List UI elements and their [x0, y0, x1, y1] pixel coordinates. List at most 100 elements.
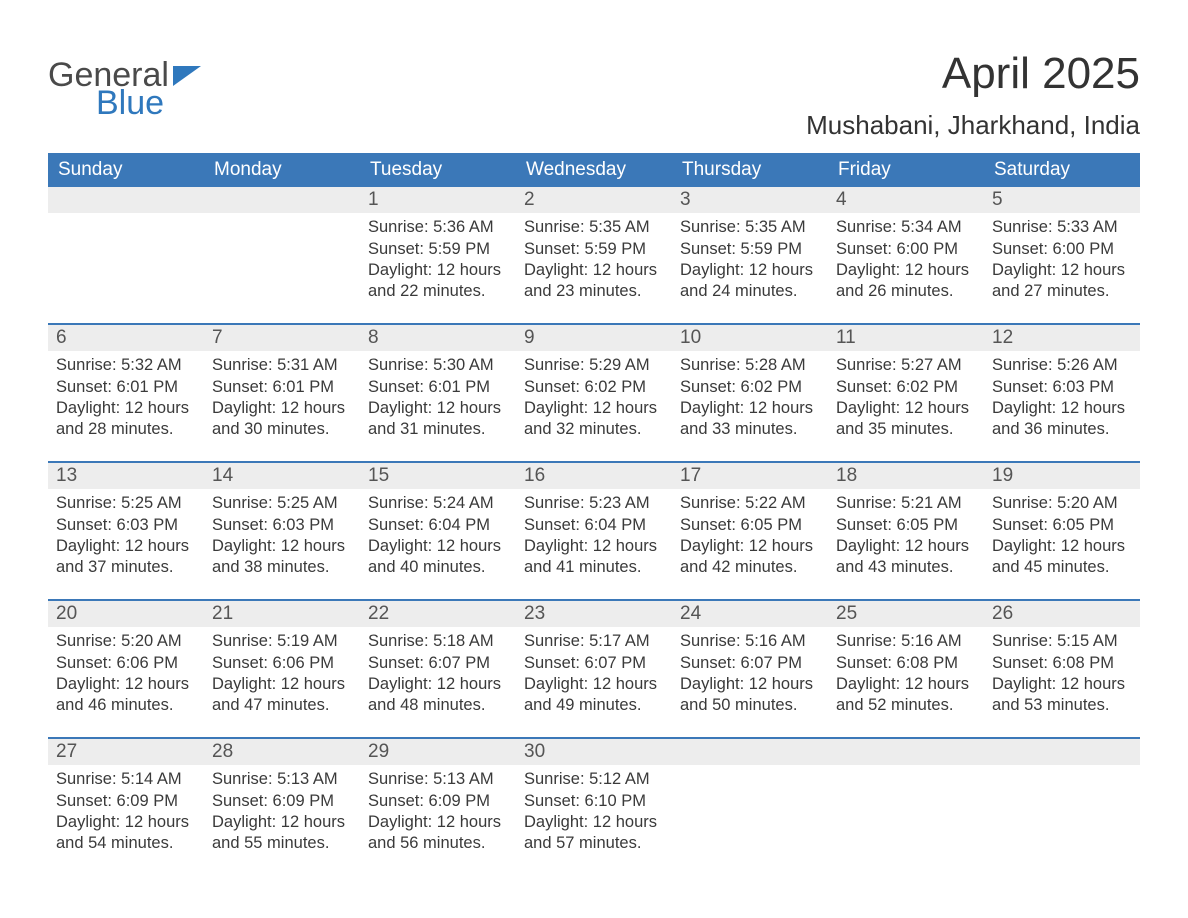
day-number: 2 [516, 187, 672, 213]
calendar-day-cell: 8Sunrise: 5:30 AMSunset: 6:01 PMDaylight… [360, 324, 516, 462]
day-body: Sunrise: 5:21 AMSunset: 6:05 PMDaylight:… [828, 489, 984, 599]
day-number: 15 [360, 463, 516, 489]
sunset-text: Sunset: 6:08 PM [992, 653, 1132, 674]
day-body: Sunrise: 5:17 AMSunset: 6:07 PMDaylight:… [516, 627, 672, 737]
daylight-text: Daylight: 12 hours and 28 minutes. [56, 398, 196, 440]
sunset-text: Sunset: 6:03 PM [212, 515, 352, 536]
day-body: Sunrise: 5:14 AMSunset: 6:09 PMDaylight:… [48, 765, 204, 875]
calendar-day-cell: 6Sunrise: 5:32 AMSunset: 6:01 PMDaylight… [48, 324, 204, 462]
sunrise-text: Sunrise: 5:12 AM [524, 769, 664, 790]
sunset-text: Sunset: 6:09 PM [56, 791, 196, 812]
calendar-day-cell: 1Sunrise: 5:36 AMSunset: 5:59 PMDaylight… [360, 187, 516, 324]
day-body: Sunrise: 5:13 AMSunset: 6:09 PMDaylight:… [204, 765, 360, 875]
sunrise-text: Sunrise: 5:22 AM [680, 493, 820, 514]
day-body: Sunrise: 5:32 AMSunset: 6:01 PMDaylight:… [48, 351, 204, 461]
day-body: Sunrise: 5:24 AMSunset: 6:04 PMDaylight:… [360, 489, 516, 599]
sunset-text: Sunset: 6:04 PM [524, 515, 664, 536]
calendar-day-cell: 12Sunrise: 5:26 AMSunset: 6:03 PMDayligh… [984, 324, 1140, 462]
day-number: 19 [984, 463, 1140, 489]
sunset-text: Sunset: 6:07 PM [680, 653, 820, 674]
day-number: 23 [516, 601, 672, 627]
day-body: Sunrise: 5:16 AMSunset: 6:08 PMDaylight:… [828, 627, 984, 737]
daylight-text: Daylight: 12 hours and 50 minutes. [680, 674, 820, 716]
calendar-day-cell: 25Sunrise: 5:16 AMSunset: 6:08 PMDayligh… [828, 600, 984, 738]
sunset-text: Sunset: 6:00 PM [836, 239, 976, 260]
location: Mushabani, Jharkhand, India [806, 110, 1140, 141]
day-body: Sunrise: 5:26 AMSunset: 6:03 PMDaylight:… [984, 351, 1140, 461]
sunrise-text: Sunrise: 5:34 AM [836, 217, 976, 238]
calendar-day-cell: 17Sunrise: 5:22 AMSunset: 6:05 PMDayligh… [672, 462, 828, 600]
calendar-week-row: 6Sunrise: 5:32 AMSunset: 6:01 PMDaylight… [48, 324, 1140, 462]
sunset-text: Sunset: 6:04 PM [368, 515, 508, 536]
calendar-day-cell [672, 738, 828, 875]
sunrise-text: Sunrise: 5:26 AM [992, 355, 1132, 376]
daylight-text: Daylight: 12 hours and 48 minutes. [368, 674, 508, 716]
day-number: 16 [516, 463, 672, 489]
daylight-text: Daylight: 12 hours and 42 minutes. [680, 536, 820, 578]
day-body: Sunrise: 5:30 AMSunset: 6:01 PMDaylight:… [360, 351, 516, 461]
day-number: 3 [672, 187, 828, 213]
daylight-text: Daylight: 12 hours and 24 minutes. [680, 260, 820, 302]
page-header: General Blue April 2025 Mushabani, Jhark… [48, 50, 1140, 141]
day-number: 17 [672, 463, 828, 489]
day-body: Sunrise: 5:35 AMSunset: 5:59 PMDaylight:… [516, 213, 672, 323]
calendar-day-cell: 15Sunrise: 5:24 AMSunset: 6:04 PMDayligh… [360, 462, 516, 600]
day-body: Sunrise: 5:29 AMSunset: 6:02 PMDaylight:… [516, 351, 672, 461]
sunset-text: Sunset: 6:03 PM [992, 377, 1132, 398]
daylight-text: Daylight: 12 hours and 43 minutes. [836, 536, 976, 578]
sunset-text: Sunset: 6:01 PM [56, 377, 196, 398]
day-number: 13 [48, 463, 204, 489]
day-body [672, 765, 828, 875]
sunrise-text: Sunrise: 5:30 AM [368, 355, 508, 376]
sunset-text: Sunset: 6:05 PM [680, 515, 820, 536]
day-number [828, 739, 984, 765]
calendar-day-cell: 4Sunrise: 5:34 AMSunset: 6:00 PMDaylight… [828, 187, 984, 324]
calendar-day-cell: 21Sunrise: 5:19 AMSunset: 6:06 PMDayligh… [204, 600, 360, 738]
sunset-text: Sunset: 6:02 PM [680, 377, 820, 398]
sunrise-text: Sunrise: 5:25 AM [212, 493, 352, 514]
day-number: 12 [984, 325, 1140, 351]
daylight-text: Daylight: 12 hours and 54 minutes. [56, 812, 196, 854]
sunrise-text: Sunrise: 5:17 AM [524, 631, 664, 652]
daylight-text: Daylight: 12 hours and 41 minutes. [524, 536, 664, 578]
calendar-page: General Blue April 2025 Mushabani, Jhark… [0, 0, 1188, 915]
day-body: Sunrise: 5:22 AMSunset: 6:05 PMDaylight:… [672, 489, 828, 599]
day-body: Sunrise: 5:27 AMSunset: 6:02 PMDaylight:… [828, 351, 984, 461]
sunset-text: Sunset: 5:59 PM [680, 239, 820, 260]
calendar-day-cell: 7Sunrise: 5:31 AMSunset: 6:01 PMDaylight… [204, 324, 360, 462]
daylight-text: Daylight: 12 hours and 38 minutes. [212, 536, 352, 578]
calendar-table: Sunday Monday Tuesday Wednesday Thursday… [48, 153, 1140, 875]
calendar-day-cell: 10Sunrise: 5:28 AMSunset: 6:02 PMDayligh… [672, 324, 828, 462]
day-number: 22 [360, 601, 516, 627]
sunset-text: Sunset: 6:05 PM [836, 515, 976, 536]
day-number: 21 [204, 601, 360, 627]
calendar-day-cell: 19Sunrise: 5:20 AMSunset: 6:05 PMDayligh… [984, 462, 1140, 600]
day-number: 25 [828, 601, 984, 627]
sunset-text: Sunset: 6:09 PM [212, 791, 352, 812]
daylight-text: Daylight: 12 hours and 27 minutes. [992, 260, 1132, 302]
daylight-text: Daylight: 12 hours and 32 minutes. [524, 398, 664, 440]
day-number: 20 [48, 601, 204, 627]
daylight-text: Daylight: 12 hours and 33 minutes. [680, 398, 820, 440]
daylight-text: Daylight: 12 hours and 49 minutes. [524, 674, 664, 716]
sunrise-text: Sunrise: 5:13 AM [212, 769, 352, 790]
daylight-text: Daylight: 12 hours and 46 minutes. [56, 674, 196, 716]
calendar-day-cell: 22Sunrise: 5:18 AMSunset: 6:07 PMDayligh… [360, 600, 516, 738]
day-number: 9 [516, 325, 672, 351]
day-body: Sunrise: 5:13 AMSunset: 6:09 PMDaylight:… [360, 765, 516, 875]
day-number: 5 [984, 187, 1140, 213]
calendar-day-cell: 24Sunrise: 5:16 AMSunset: 6:07 PMDayligh… [672, 600, 828, 738]
sunrise-text: Sunrise: 5:20 AM [56, 631, 196, 652]
daylight-text: Daylight: 12 hours and 30 minutes. [212, 398, 352, 440]
logo-triangle-icon [173, 66, 201, 86]
sunrise-text: Sunrise: 5:28 AM [680, 355, 820, 376]
sunset-text: Sunset: 6:06 PM [56, 653, 196, 674]
sunrise-text: Sunrise: 5:35 AM [680, 217, 820, 238]
sunset-text: Sunset: 5:59 PM [524, 239, 664, 260]
sunrise-text: Sunrise: 5:31 AM [212, 355, 352, 376]
sunset-text: Sunset: 6:05 PM [992, 515, 1132, 536]
day-body: Sunrise: 5:34 AMSunset: 6:00 PMDaylight:… [828, 213, 984, 323]
day-body: Sunrise: 5:12 AMSunset: 6:10 PMDaylight:… [516, 765, 672, 875]
daylight-text: Daylight: 12 hours and 45 minutes. [992, 536, 1132, 578]
day-body: Sunrise: 5:16 AMSunset: 6:07 PMDaylight:… [672, 627, 828, 737]
